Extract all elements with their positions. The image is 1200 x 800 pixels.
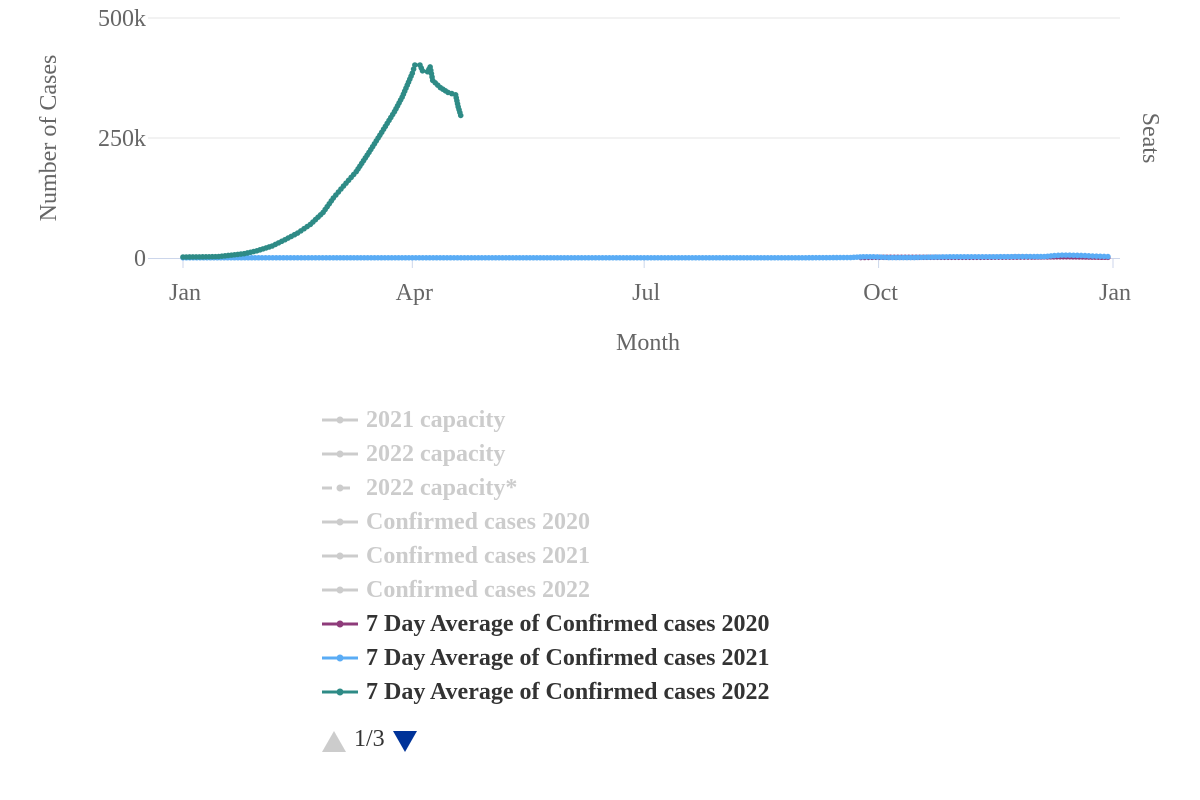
legend-label: 7 Day Average of Confirmed cases 2020 [366,610,770,637]
legend-label: 7 Day Average of Confirmed cases 2021 [366,644,770,671]
x-tick-label: Apr [396,280,433,306]
legend-swatch-icon [322,484,358,492]
legend-item[interactable]: Confirmed cases 2021 [322,539,769,573]
legend-swatch-icon [322,518,358,526]
legend-swatch-icon [322,416,358,424]
legend-swatch-icon [322,552,358,560]
legend-label: 2022 capacity* [366,474,518,501]
y-tick-label: 500k [98,6,146,32]
legend-label: 2022 capacity [366,440,506,467]
legend-item[interactable]: 2022 capacity* [322,471,769,505]
legend-swatch-icon [322,620,358,628]
x-axis: Jan Apr Jul Oct Jan [148,258,1131,306]
y-axis-right-title: Seats [1137,113,1163,164]
legend-swatch-icon [322,688,358,696]
y-axis-title: Number of Cases [36,55,62,222]
legend-label: 2021 capacity [366,406,506,433]
series-line [181,63,463,259]
data-point[interactable] [457,112,464,119]
legend-swatch-icon [322,586,358,594]
x-tick-label: Jul [632,280,660,306]
y-axis: 0 250k 500k [98,6,146,272]
page-up-arrow-icon[interactable] [322,728,346,752]
chart-legend: 2021 capacity 2022 capacity 2022 capacity*… [322,403,769,709]
legend-label: Confirmed cases 2022 [366,576,590,603]
legend-item[interactable]: Confirmed cases 2020 [322,505,769,539]
page-down-arrow-icon[interactable] [392,728,417,752]
legend-item[interactable]: 7 Day Average of Confirmed cases 2020 [322,607,769,641]
data-point[interactable] [1105,253,1111,260]
legend-label: Confirmed cases 2021 [366,542,590,569]
x-tick-label: Jan [1099,280,1131,306]
series-2 [180,252,1111,261]
data-point[interactable] [412,62,418,68]
y-tick-label: 0 [134,246,146,272]
grid-lines [148,17,1120,139]
legend-item[interactable]: 7 Day Average of Confirmed cases 2021 [322,641,769,675]
legend-item[interactable]: 2021 capacity [322,403,769,437]
legend-swatch-icon [322,654,358,662]
x-axis-title: Month [616,330,680,356]
legend-item[interactable]: 2022 capacity [322,437,769,471]
x-tick-label: Oct [863,280,898,306]
series-layer [180,62,1111,261]
x-tick-label: Jan [169,280,201,306]
line-chart: Jan Apr Jul Oct Jan 0 250k 500k Number of Case… [36,6,1163,356]
data-point[interactable] [419,68,426,74]
legend-item[interactable]: Confirmed cases 2022 [322,573,769,607]
legend-item[interactable]: 7 Day Average of Confirmed cases 2022 [322,675,769,709]
legend-label: Confirmed cases 2020 [366,508,590,535]
legend-pager: 1/3 [322,726,417,753]
y-tick-label: 250k [98,126,146,152]
pager-text: 1/3 [354,726,385,752]
legend-label: 7 Day Average of Confirmed cases 2022 [366,678,770,705]
legend-swatch-icon [322,450,358,458]
series-3 [180,62,464,260]
